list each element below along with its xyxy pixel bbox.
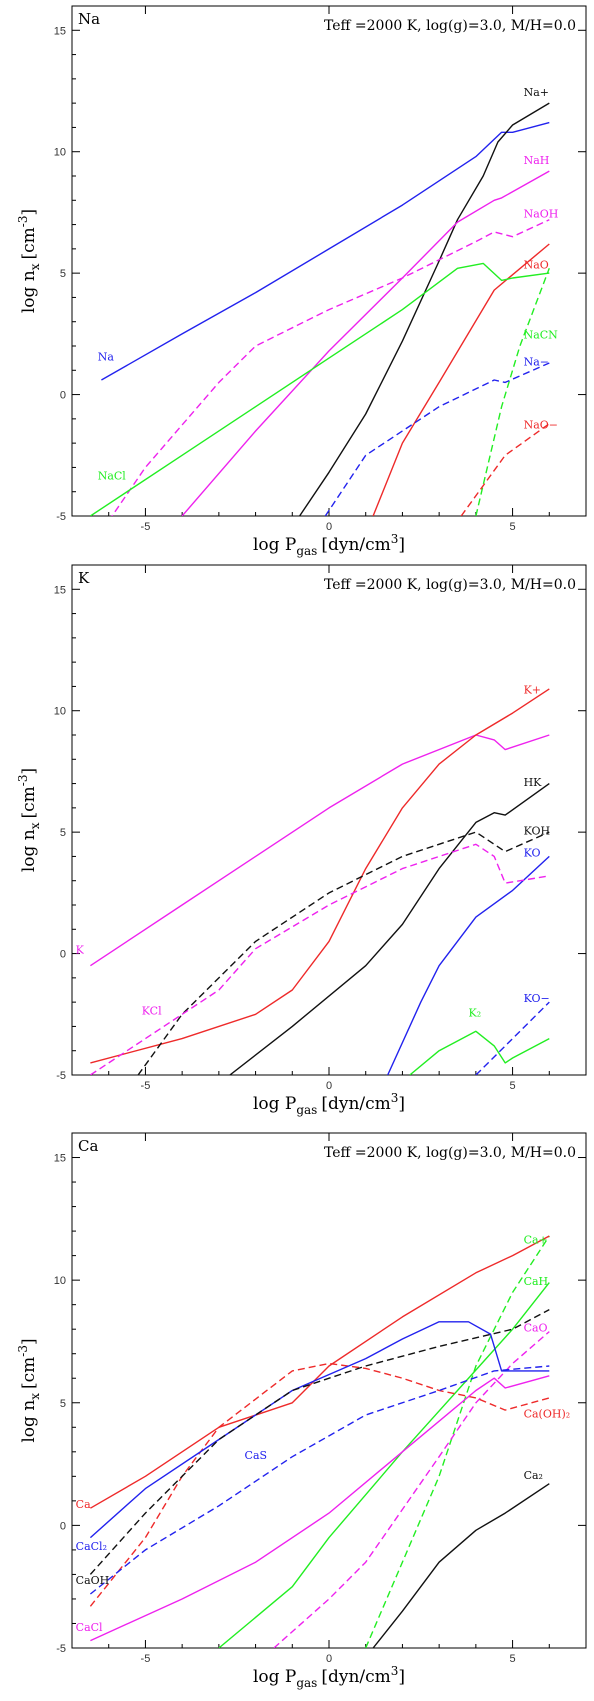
- series-label: HK: [524, 776, 543, 789]
- panel-k: -5 0 5 -5 0 5 10 15 K Teff =2000 K, log(g)=3.0, M…: [16, 564, 587, 1117]
- y-tick-label: 15: [54, 584, 66, 596]
- series-label: NaCl: [98, 470, 127, 483]
- series-label: KO−: [524, 992, 550, 1005]
- series-label: CaH: [524, 1275, 549, 1288]
- series-label: K+: [524, 684, 541, 697]
- y-tick-label: 0: [60, 390, 66, 402]
- series-label: Ca: [76, 1498, 91, 1511]
- series-line-na: [299, 102, 550, 516]
- panel-label: K: [78, 569, 90, 587]
- y-tick-label: 5: [60, 827, 66, 839]
- series-label: Ca₂: [524, 1469, 543, 1482]
- series-line-nacl: [90, 262, 550, 516]
- y-tick-label: 15: [54, 1153, 66, 1165]
- series-label: NaO−: [524, 419, 558, 432]
- x-tick-label: 0: [326, 1653, 332, 1665]
- series-line-cacl: [89, 1321, 550, 1539]
- x-tick-label: 5: [510, 521, 516, 533]
- series-line-nacn: [475, 268, 550, 516]
- series-line-cas: [89, 1365, 550, 1595]
- series-label: KOH: [524, 825, 551, 838]
- series-label: Na+: [524, 86, 549, 99]
- y-axis-label: log nx[cm-3]: [16, 209, 42, 313]
- series-line-ko: [387, 855, 550, 1075]
- series-line-caoh: [89, 1308, 550, 1575]
- y-tick-label: 15: [54, 25, 66, 37]
- y-tick-label: -5: [56, 1643, 66, 1655]
- y-axis-label: log nx[cm-3]: [16, 768, 42, 872]
- series-line-koh: [137, 831, 550, 1075]
- series-line-k: [409, 1030, 550, 1075]
- panel-label: Ca: [78, 1137, 98, 1155]
- y-tick-label: 10: [54, 706, 66, 718]
- series-line-kcl: [90, 843, 550, 1075]
- y-axis-label: log nx[cm-3]: [16, 1338, 42, 1442]
- series-label: CaCl: [76, 1621, 103, 1634]
- series-line-hk: [229, 783, 550, 1075]
- x-axis-label: log Pgas [dyn/cm3]: [253, 1664, 405, 1690]
- series-line-ko: [475, 1001, 550, 1075]
- series-label: NaCN: [524, 329, 559, 342]
- y-tick-label: 10: [54, 1275, 66, 1287]
- x-tick-label: 0: [326, 1080, 332, 1092]
- x-tick-label: -5: [141, 1080, 151, 1092]
- panel-na: -5 0 5 -5 0 5 10 15 Na Teff =2000 K, log(g)=3.0, …: [16, 5, 587, 558]
- series-line-k: [90, 688, 550, 1064]
- series-line-cacl: [90, 1375, 550, 1642]
- x-axis-label: log Pgas [dyn/cm3]: [253, 532, 405, 558]
- series-label: Na: [98, 351, 115, 364]
- series-line-nao: [460, 423, 550, 516]
- series-line-na: [101, 121, 550, 381]
- series-line-ca: [372, 1483, 550, 1648]
- series-label: CaCl₂: [76, 1540, 107, 1553]
- series-label: KCl: [142, 1004, 162, 1017]
- series-label: CaS: [245, 1449, 268, 1462]
- x-axis-label: log Pgas [dyn/cm3]: [253, 1091, 405, 1117]
- series-line-ca: [365, 1235, 550, 1648]
- y-tick-label: 5: [60, 268, 66, 280]
- series-label: NaOH: [524, 207, 559, 220]
- series-line-nah: [181, 170, 550, 516]
- series-line-k: [90, 734, 550, 967]
- panel-label: Na: [78, 10, 100, 28]
- series-label: K: [76, 944, 85, 957]
- series-line-ca: [90, 1235, 550, 1509]
- series-group: [90, 688, 550, 1075]
- x-tick-label: -5: [141, 1653, 151, 1665]
- y-tick-label: 0: [60, 1520, 66, 1532]
- x-tick-label: 5: [510, 1080, 516, 1092]
- series-line-naoh: [111, 219, 550, 516]
- series-label: NaH: [524, 154, 550, 167]
- params-text: Teff =2000 K, log(g)=3.0, M/H=0.0: [324, 577, 576, 593]
- y-tick-label: 10: [54, 147, 66, 159]
- series-label: KO: [524, 846, 541, 859]
- x-tick-label: 5: [510, 1653, 516, 1665]
- series-line-nao: [372, 243, 550, 516]
- series-label: CaOH: [76, 1574, 110, 1587]
- y-tick-label: 0: [60, 949, 66, 961]
- series-label: Na−: [524, 355, 549, 368]
- series-line-na: [324, 362, 550, 516]
- x-tick-label: -5: [141, 521, 151, 533]
- series-group: [89, 1235, 550, 1648]
- series-line-cao: [273, 1331, 550, 1648]
- params-text: Teff =2000 K, log(g)=3.0, M/H=0.0: [324, 1145, 576, 1161]
- series-group: [90, 102, 550, 516]
- series-label: NaO: [524, 258, 549, 271]
- series-label: K₂: [469, 1007, 482, 1020]
- x-tick-label: 0: [326, 521, 332, 533]
- series-label: CaO: [524, 1322, 548, 1335]
- series-label: Ca(OH)₂: [524, 1407, 571, 1420]
- y-tick-label: -5: [56, 511, 66, 523]
- panel-ca: -5 0 5 -5 0 5 10 15 Ca Teff =2000 K, log(g)=3.0, …: [16, 1132, 587, 1690]
- series-label: Ca+: [524, 1233, 548, 1246]
- y-tick-label: 5: [60, 1398, 66, 1410]
- params-text: Teff =2000 K, log(g)=3.0, M/H=0.0: [324, 18, 576, 34]
- y-tick-label: -5: [56, 1070, 66, 1082]
